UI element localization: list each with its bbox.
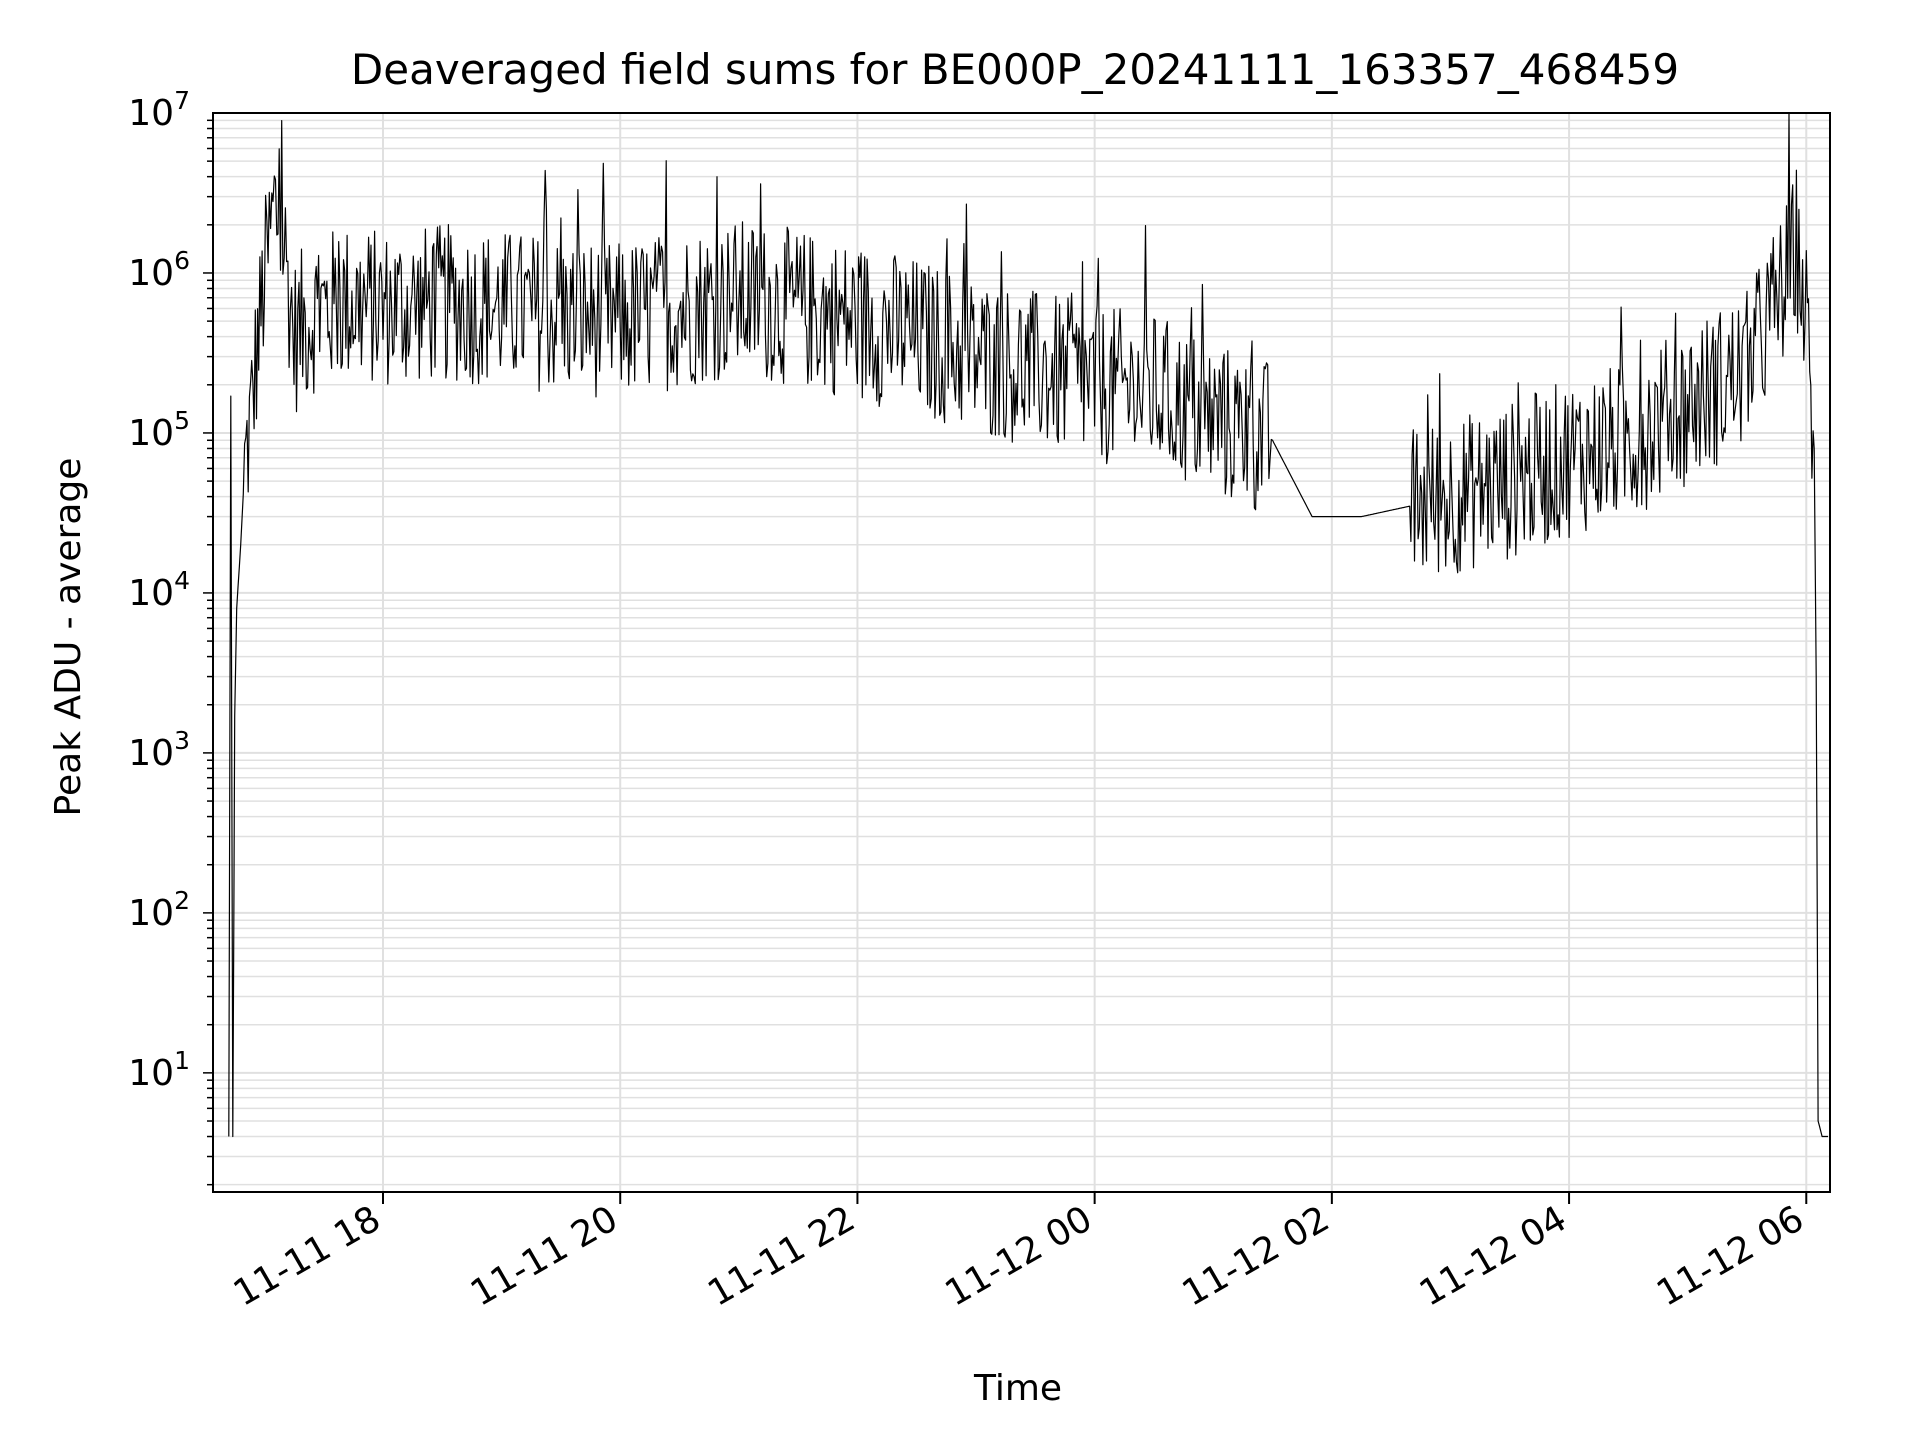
y-tick-label: 106: [128, 246, 190, 294]
y-tick-label: 105: [128, 406, 190, 454]
y-tick-label: 104: [128, 566, 190, 614]
y-tick-label: 102: [128, 886, 190, 934]
y-tick-label: 107: [128, 86, 190, 134]
x-axis-label: Time: [973, 1368, 1062, 1409]
axes-frame: [212, 112, 1831, 1193]
y-tick-label: 103: [128, 726, 190, 774]
chart-title: Deaveraged field sums for BE000P_2024111…: [351, 45, 1679, 94]
plot-area: [228, 112, 1828, 1138]
y-axis-label: Peak ADU - average: [48, 458, 89, 817]
grid: [213, 113, 1830, 1192]
series-line: [228, 112, 1828, 1138]
y-tick-label: 101: [128, 1046, 190, 1094]
